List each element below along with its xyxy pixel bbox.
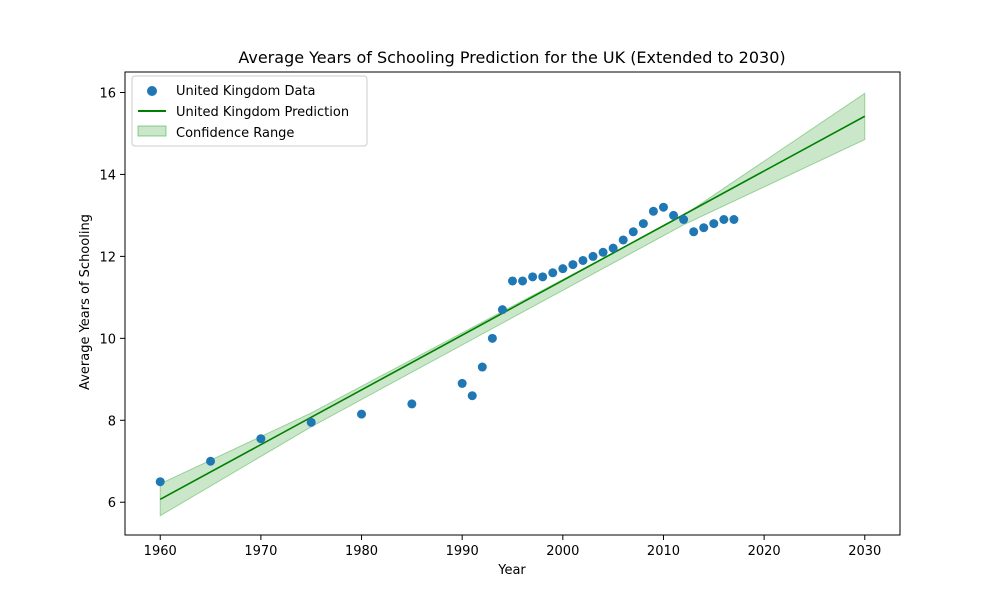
data-point (638, 219, 648, 229)
x-tick-label: 2000 (546, 544, 579, 559)
y-tick-label: 8 (108, 414, 116, 429)
x-tick-label: 2010 (647, 544, 680, 559)
data-point (457, 378, 467, 388)
x-axis-ticks: 1960 1970 1980 1990 2000 2010 2020 2030 (144, 535, 881, 559)
data-point (256, 434, 266, 444)
data-point (477, 362, 487, 372)
y-axis-title: Average Years of Schooling (78, 214, 93, 390)
data-point (618, 235, 628, 245)
x-tick-label: 1990 (446, 544, 479, 559)
data-points-layer (155, 202, 739, 487)
prediction-line (159, 115, 866, 501)
x-axis-title: Year (497, 563, 526, 578)
x-tick-label: 2020 (748, 544, 781, 559)
legend-marker-confidence (137, 125, 167, 137)
data-point (588, 251, 598, 261)
data-point (538, 272, 548, 282)
data-point (608, 243, 618, 253)
data-point (689, 227, 699, 237)
data-point (407, 399, 417, 409)
data-point (709, 219, 719, 229)
legend: United Kingdom Data United Kingdom Predi… (131, 75, 368, 147)
legend-label-data: United Kingdom Data (176, 84, 316, 99)
plot-frame (124, 71, 901, 536)
y-tick-label: 10 (99, 332, 116, 347)
y-tick-label: 6 (108, 496, 116, 511)
data-point (487, 333, 497, 343)
data-point (598, 247, 608, 257)
confidence-band-layer (159, 92, 866, 517)
data-point (497, 305, 507, 315)
legend-label-prediction: United Kingdom Prediction (176, 105, 349, 120)
data-point (508, 276, 517, 286)
data-point (658, 202, 668, 212)
data-point (467, 391, 477, 401)
x-tick-label: 2030 (848, 544, 881, 559)
data-point (719, 215, 729, 225)
data-point (206, 456, 216, 466)
y-tick-label: 14 (99, 168, 116, 183)
data-point (357, 409, 367, 419)
legend-marker-data (147, 86, 157, 96)
x-tick-label: 1970 (244, 544, 277, 559)
data-point (699, 223, 709, 233)
data-point (306, 417, 316, 427)
x-tick-label: 1980 (345, 544, 378, 559)
x-tick-label: 1960 (144, 544, 177, 559)
prediction-line-layer (159, 115, 866, 501)
data-point (669, 210, 679, 220)
data-point (155, 477, 165, 487)
data-point (729, 215, 739, 225)
data-point (628, 227, 638, 237)
data-point (578, 255, 588, 265)
data-point (528, 272, 538, 282)
data-point (679, 215, 689, 225)
y-tick-label: 16 (99, 86, 116, 101)
chart-title: Average Years of Schooling Prediction fo… (238, 48, 785, 67)
legend-label-confidence: Confidence Range (176, 126, 294, 141)
y-axis-ticks: 6 8 10 12 14 16 (99, 86, 125, 511)
data-point (648, 206, 658, 216)
data-point (518, 276, 528, 286)
legend-box (131, 75, 368, 147)
data-point (568, 260, 578, 270)
y-tick-label: 12 (99, 250, 116, 265)
data-point (548, 268, 558, 278)
confidence-band (159, 92, 866, 517)
data-point (558, 264, 568, 274)
